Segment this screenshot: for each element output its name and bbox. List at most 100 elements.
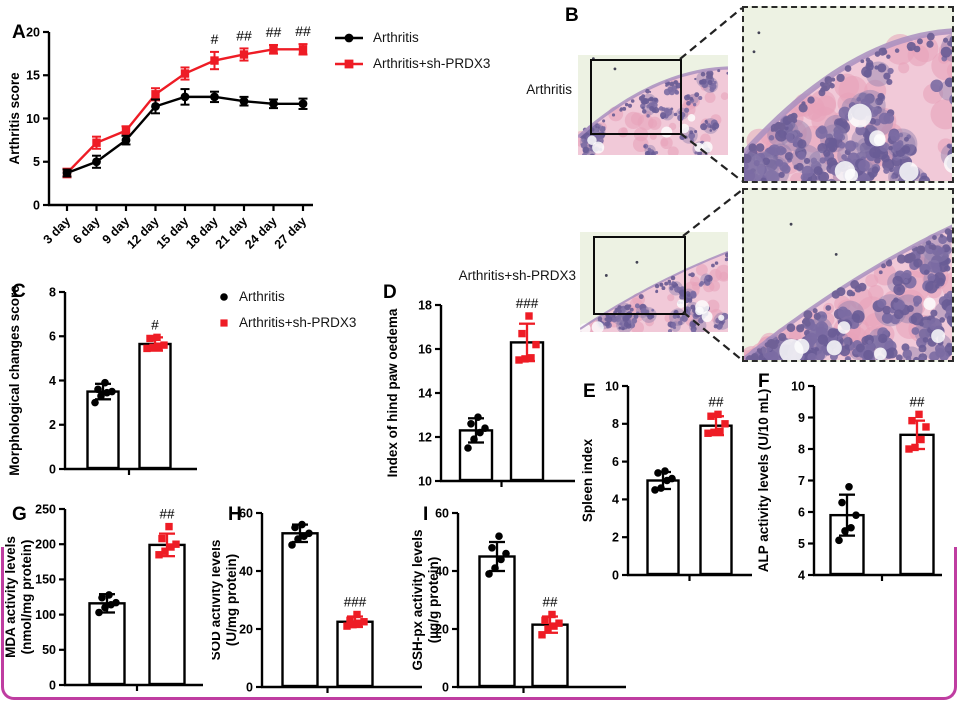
legend-item-sh-prdx3: Arthritis+sh-PRDX3 bbox=[218, 315, 356, 330]
svg-text:(U/mg protein): (U/mg protein) bbox=[224, 554, 239, 646]
inset-rectangle-row2 bbox=[593, 236, 686, 315]
svg-text:20: 20 bbox=[239, 622, 253, 636]
svg-text:7: 7 bbox=[798, 474, 805, 488]
svg-text:4: 4 bbox=[49, 374, 56, 388]
panel-a-label: A bbox=[12, 22, 26, 43]
panel-d: D 10 12 14 16 18 Index of hind paw oedema ### bbox=[375, 263, 595, 493]
svg-text:10: 10 bbox=[26, 112, 40, 126]
line-square-marker-icon bbox=[335, 59, 363, 68]
svg-text:9: 9 bbox=[798, 411, 805, 425]
legend-label-arthritis: Arthritis bbox=[239, 289, 285, 304]
svg-text:##: ## bbox=[159, 507, 175, 522]
svg-text:##: ## bbox=[236, 27, 252, 43]
morphological-changes-bar-chart: 0 2 4 6 8 Morphological changes score # bbox=[7, 285, 197, 476]
sod-activity-bar-chart: 0 20 40 60 SOD activity levels (U/mg protein)… bbox=[212, 506, 422, 694]
svg-text:6: 6 bbox=[612, 455, 619, 469]
svg-text:60: 60 bbox=[435, 506, 449, 520]
svg-text:5: 5 bbox=[33, 155, 40, 169]
panel-g: G 0 50 100 150 200 250 MDA activity levels (nmo… bbox=[5, 495, 215, 695]
svg-text:ALP activity levels (U/10 mL): ALP activity levels (U/10 mL) bbox=[756, 389, 771, 573]
histology-magnified-arthritis bbox=[742, 6, 954, 183]
svg-text:###: ### bbox=[516, 296, 539, 311]
svg-text:15: 15 bbox=[26, 69, 40, 83]
svg-text:4: 4 bbox=[612, 493, 619, 507]
panel-c-label: C bbox=[12, 281, 26, 302]
page-frame-border bbox=[1, 547, 957, 700]
histology-row1-label: Arthritis bbox=[526, 82, 572, 97]
svg-text:SOD activity levels: SOD activity levels bbox=[212, 540, 223, 661]
svg-text:#: # bbox=[211, 31, 219, 47]
histology-magnified-sh-prdx3 bbox=[742, 188, 954, 362]
svg-text:8: 8 bbox=[798, 442, 805, 456]
svg-text:18: 18 bbox=[418, 298, 432, 312]
svg-text:Arthritis score: Arthritis score bbox=[7, 72, 22, 165]
histology-row2-label: Arthritis+sh-PRDX3 bbox=[458, 268, 576, 283]
svg-text:Morphological changes score: Morphological changes score bbox=[7, 285, 22, 476]
svg-text:Spleen index: Spleen index bbox=[580, 438, 595, 522]
legend-panel-c: Arthritis Arthritis+sh-PRDX3 bbox=[218, 289, 356, 341]
svg-text:0: 0 bbox=[49, 462, 56, 476]
svg-text:150: 150 bbox=[35, 573, 56, 587]
svg-text:10: 10 bbox=[791, 379, 805, 393]
svg-text:24 day: 24 day bbox=[242, 214, 279, 251]
svg-text:6 day: 6 day bbox=[70, 214, 103, 247]
panel-c: C 0 2 4 6 8 Morphological changes score # bbox=[5, 272, 225, 487]
panel-i: I 0 20 40 60 GSH-px activity levels (µg/g pro… bbox=[408, 487, 634, 697]
panel-g-label: G bbox=[12, 504, 27, 525]
svg-text:5: 5 bbox=[798, 537, 805, 551]
svg-text:MDA activity levels: MDA activity levels bbox=[5, 536, 18, 658]
svg-text:##: ## bbox=[708, 394, 724, 409]
svg-text:##: ## bbox=[266, 24, 282, 40]
panel-f-label: F bbox=[758, 371, 770, 392]
svg-text:6: 6 bbox=[49, 330, 56, 344]
svg-text:0: 0 bbox=[442, 680, 449, 694]
svg-text:12: 12 bbox=[418, 430, 432, 444]
legend-item-sh-prdx3: Arthritis+sh-PRDX3 bbox=[334, 56, 490, 71]
legend-item-arthritis: Arthritis bbox=[334, 30, 490, 45]
histology-image-sh-prdx3 bbox=[580, 232, 728, 332]
svg-text:3 day: 3 day bbox=[41, 214, 74, 247]
svg-text:Index of hind paw oedema: Index of hind paw oedema bbox=[385, 308, 400, 477]
svg-text:20: 20 bbox=[435, 622, 449, 636]
svg-text:###: ### bbox=[344, 595, 367, 610]
svg-text:##: ## bbox=[542, 595, 558, 610]
svg-text:(nmol/mg protein): (nmol/mg protein) bbox=[19, 540, 34, 655]
panel-e: E 0 2 4 6 8 10 Spleen index ## bbox=[578, 372, 773, 587]
mda-activity-bar-chart: 0 50 100 150 200 250 MDA activity levels (nmol/… bbox=[5, 502, 203, 692]
circle-marker-icon bbox=[220, 292, 228, 301]
svg-text:50: 50 bbox=[42, 643, 56, 657]
panel-h: H 0 20 40 60 SOD activity levels (U/mg protei… bbox=[212, 487, 432, 697]
svg-text:##: ## bbox=[295, 23, 311, 39]
panel-i-label: I bbox=[423, 504, 429, 525]
panel-a: A 0 5 10 15 20 Arthritis score 3 day 6 day 9 day… bbox=[5, 5, 340, 260]
legend-label-sh-prdx3: Arthritis+sh-PRDX3 bbox=[239, 315, 357, 330]
panel-h-label: H bbox=[228, 504, 242, 525]
svg-text:250: 250 bbox=[35, 502, 56, 516]
svg-text:40: 40 bbox=[239, 564, 253, 578]
svg-text:27 day: 27 day bbox=[272, 214, 309, 251]
svg-text:60: 60 bbox=[239, 506, 253, 520]
square-marker-icon bbox=[220, 318, 228, 327]
svg-text:8: 8 bbox=[49, 285, 56, 299]
panel-d-label: D bbox=[383, 282, 397, 303]
svg-text:18 day: 18 day bbox=[183, 214, 220, 251]
hind-paw-oedema-bar-chart: 10 12 14 16 18 Index of hind paw oedema ### bbox=[385, 296, 575, 488]
svg-text:12 day: 12 day bbox=[124, 214, 161, 251]
svg-text:0: 0 bbox=[246, 680, 253, 694]
svg-text:0: 0 bbox=[612, 568, 619, 582]
svg-text:10: 10 bbox=[418, 474, 432, 488]
svg-text:GSH-px activity levels: GSH-px activity levels bbox=[410, 529, 425, 670]
svg-text:6: 6 bbox=[798, 505, 805, 519]
svg-text:20: 20 bbox=[26, 25, 40, 39]
magnification-connector-lines bbox=[679, 7, 743, 361]
svg-text:14: 14 bbox=[418, 386, 432, 400]
line-circle-marker-icon bbox=[335, 33, 363, 42]
svg-text:10: 10 bbox=[605, 379, 619, 393]
svg-text:##: ## bbox=[909, 394, 925, 409]
legend-label-sh-prdx3: Arthritis+sh-PRDX3 bbox=[373, 56, 491, 71]
svg-text:21 day: 21 day bbox=[213, 214, 250, 251]
inset-rectangle-row1 bbox=[590, 59, 682, 135]
panel-b-label: B bbox=[565, 5, 579, 26]
